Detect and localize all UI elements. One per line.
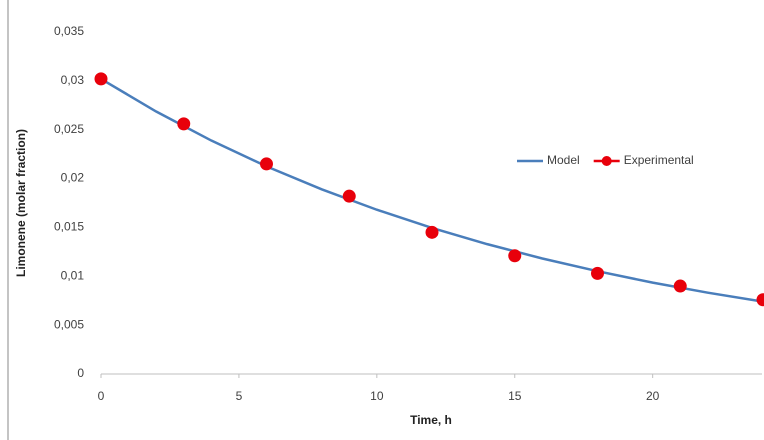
legend-marker bbox=[601, 156, 612, 166]
x-tick-label: 5 bbox=[236, 389, 243, 403]
data-point bbox=[508, 249, 522, 263]
data-point bbox=[94, 72, 108, 86]
y-tick-label: 0,025 bbox=[54, 122, 84, 136]
data-point bbox=[342, 189, 356, 203]
data-point bbox=[260, 157, 273, 171]
data-point bbox=[425, 225, 439, 239]
x-axis-title: Time, h bbox=[410, 413, 452, 427]
y-axis-title: Limonene (molar fraction) bbox=[14, 129, 28, 277]
y-tick-label: 0,01 bbox=[61, 268, 85, 282]
y-tick-label: 0,035 bbox=[54, 24, 84, 38]
data-point bbox=[591, 266, 604, 280]
experimental-line bbox=[101, 79, 763, 300]
legend-label: Experimental bbox=[624, 153, 694, 167]
y-tick-label: 0,005 bbox=[54, 317, 84, 331]
x-tick-label: 10 bbox=[370, 389, 384, 403]
model-line bbox=[100, 77, 764, 303]
y-tick-label: 0 bbox=[77, 366, 84, 380]
legend-label: Model bbox=[547, 153, 580, 167]
data-point bbox=[177, 117, 191, 131]
y-tick-label: 0,03 bbox=[61, 73, 85, 87]
x-tick-label: 15 bbox=[508, 389, 522, 403]
y-tick-label: 0,02 bbox=[61, 171, 85, 185]
data-point bbox=[756, 293, 764, 307]
x-tick-label: 20 bbox=[646, 389, 660, 403]
x-tick-label: 0 bbox=[98, 389, 105, 403]
y-tick-label: 0,015 bbox=[54, 220, 84, 234]
data-point bbox=[673, 279, 687, 293]
